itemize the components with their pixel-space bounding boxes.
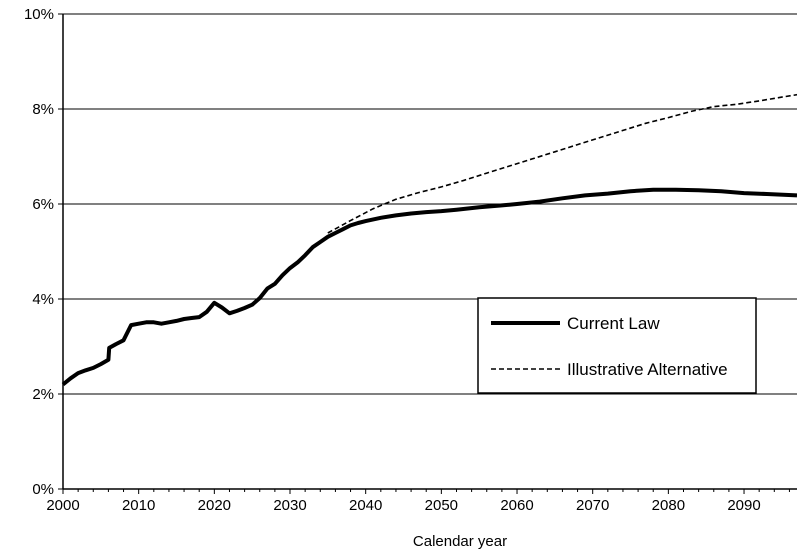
series-lines <box>61 93 797 387</box>
legend: Current Law Illustrative Alternative <box>477 297 757 394</box>
series-line-current-law <box>61 187 797 387</box>
y-tick-label: 8% <box>32 101 54 118</box>
x-tick-label: 2030 <box>273 497 306 514</box>
x-tick-label: 2070 <box>576 497 609 514</box>
y-tick-label: 6% <box>32 196 54 213</box>
y-tick-label: 4% <box>32 291 54 308</box>
x-tick-label: 2090 <box>727 497 760 514</box>
y-tick-label: 2% <box>32 386 54 403</box>
legend-label-illustrative-alternative: Illustrative Alternative <box>567 360 728 379</box>
x-axis-title: Calendar year <box>413 533 507 550</box>
x-tick-label: 2050 <box>425 497 458 514</box>
x-tick-label: 2000 <box>46 497 79 514</box>
legend-label-current-law: Current Law <box>567 314 660 333</box>
series-line-illustrative-alternative <box>327 93 797 234</box>
x-tick-label: 2080 <box>652 497 685 514</box>
x-tick-label: 2010 <box>122 497 155 514</box>
y-tick-label: 10% <box>24 6 54 23</box>
axes: 0% 2% 4% 6% 8% 10% 2000 2010 2020 2030 2040 2050 206… <box>24 6 797 514</box>
y-tick-label: 0% <box>32 481 54 498</box>
x-tick-label: 2040 <box>349 497 382 514</box>
x-tick-label: 2020 <box>198 497 231 514</box>
x-tick-label: 2060 <box>500 497 533 514</box>
legend-box <box>477 297 757 394</box>
